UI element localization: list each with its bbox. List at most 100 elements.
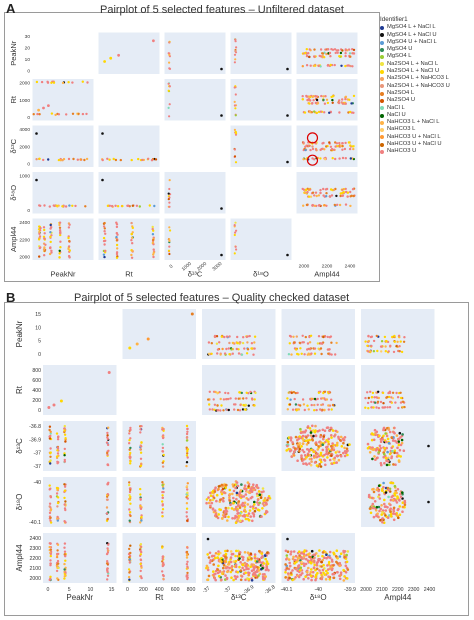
data-point <box>384 432 387 435</box>
data-point <box>161 496 164 500</box>
data-point <box>296 391 299 395</box>
data-point <box>114 158 118 162</box>
data-point <box>323 157 327 161</box>
data-point <box>336 562 339 565</box>
data-point <box>328 429 331 433</box>
data-point <box>293 397 296 401</box>
data-point <box>371 506 375 510</box>
data-point <box>377 515 380 518</box>
data-point <box>316 397 319 401</box>
data-point <box>308 102 311 105</box>
data-point <box>206 568 210 572</box>
data-point <box>169 229 172 232</box>
data-point <box>337 435 340 439</box>
data-point <box>49 240 52 244</box>
data-point <box>310 448 313 452</box>
data-point <box>316 560 320 564</box>
data-point <box>106 518 109 521</box>
data-point <box>232 341 235 345</box>
data-point <box>161 508 165 511</box>
data-point <box>213 576 216 580</box>
data-point <box>341 49 344 52</box>
data-point <box>131 242 134 245</box>
data-point <box>396 340 399 343</box>
data-point <box>306 342 310 345</box>
data-point <box>244 517 248 521</box>
data-point <box>397 443 401 447</box>
data-point <box>291 578 294 582</box>
data-point <box>399 340 402 343</box>
data-point <box>252 486 256 490</box>
data-point <box>215 493 219 497</box>
data-point <box>338 157 341 160</box>
data-point <box>139 569 142 573</box>
data-point <box>327 442 331 446</box>
data-point <box>263 577 267 580</box>
data-point <box>56 460 59 463</box>
data-point <box>306 404 309 407</box>
y-tick-label: 2200 <box>19 237 30 243</box>
data-point <box>399 401 403 404</box>
data-point <box>325 553 328 556</box>
data-point <box>340 445 344 448</box>
data-point <box>103 255 106 259</box>
data-point <box>330 147 334 151</box>
data-point <box>84 205 87 208</box>
data-point <box>286 550 290 554</box>
data-point <box>316 403 319 406</box>
data-point <box>49 447 52 450</box>
data-point <box>328 195 332 198</box>
data-point <box>63 550 67 553</box>
data-point <box>316 452 319 456</box>
data-point <box>341 148 344 151</box>
data-point <box>370 400 373 404</box>
data-point <box>253 335 257 338</box>
y-tick-label: 0 <box>38 352 41 358</box>
data-point <box>262 562 266 565</box>
data-point <box>319 408 322 411</box>
data-point <box>106 204 110 208</box>
data-point <box>234 245 237 248</box>
data-point <box>323 56 326 59</box>
data-point <box>377 484 381 488</box>
data-point <box>225 335 229 338</box>
data-point <box>294 576 297 579</box>
data-point <box>263 497 267 500</box>
data-point <box>220 483 224 487</box>
data-point <box>257 509 261 512</box>
legend-label: MgSO4 L <box>387 53 412 60</box>
data-point <box>336 441 339 445</box>
data-point <box>64 521 67 524</box>
y-tick-label: -36.9 <box>29 437 41 443</box>
data-point <box>234 565 238 569</box>
data-point <box>35 132 38 135</box>
data-point <box>309 574 313 577</box>
data-point <box>168 53 171 57</box>
data-point <box>327 575 330 578</box>
data-point <box>323 204 326 207</box>
data-point <box>235 248 238 251</box>
data-point <box>224 508 228 512</box>
data-point <box>349 157 352 160</box>
data-point <box>161 428 164 431</box>
data-point <box>186 519 189 522</box>
data-point <box>339 51 343 55</box>
data-point <box>298 435 302 438</box>
data-point <box>161 465 165 468</box>
subplot-background <box>164 79 226 121</box>
data-point <box>303 353 306 356</box>
data-point <box>63 496 66 500</box>
data-point <box>330 408 333 411</box>
data-point <box>254 485 258 488</box>
data-point <box>128 481 131 484</box>
data-point <box>381 438 385 441</box>
x-tick-label: 2000 <box>360 587 372 593</box>
y-tick-label: 2100 <box>29 566 41 572</box>
data-point <box>48 437 52 440</box>
data-point <box>152 253 155 256</box>
data-point <box>315 111 318 115</box>
y-tick-label: 2000 <box>19 81 30 87</box>
data-point <box>370 335 374 338</box>
data-point <box>351 188 355 191</box>
data-point <box>315 567 319 571</box>
